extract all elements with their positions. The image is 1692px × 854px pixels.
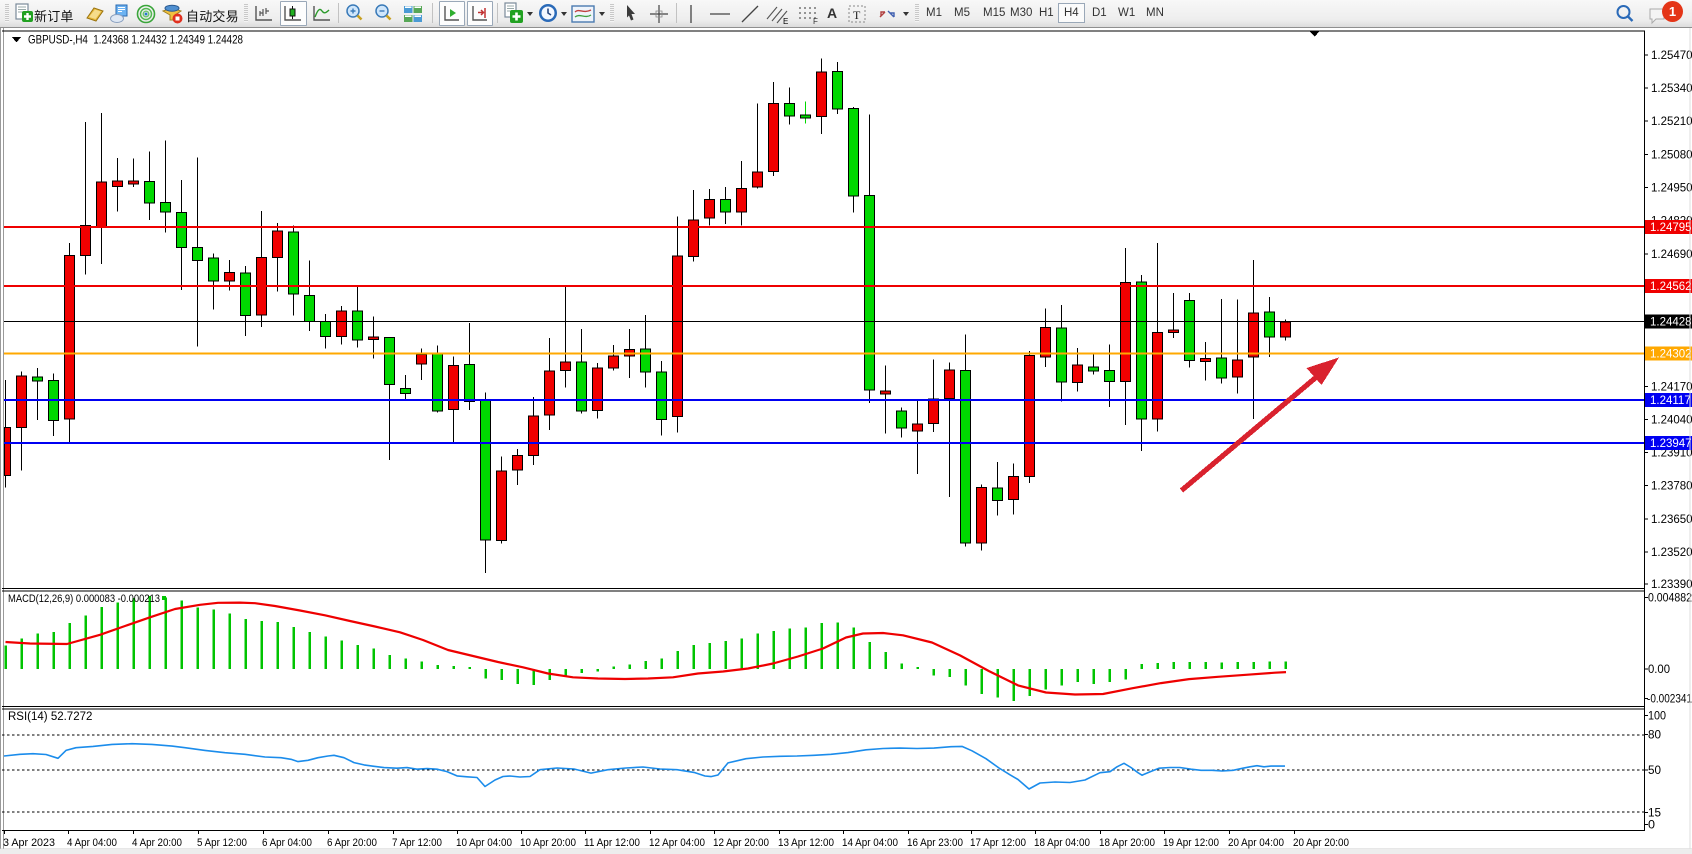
svg-text:GBPUSD-,H4 1.24368 1.24432 1.: GBPUSD-,H4 1.24368 1.24432 1.24349 1.244… (28, 33, 243, 47)
svg-text:E: E (783, 17, 788, 25)
svg-text:1.23947: 1.23947 (1650, 438, 1692, 450)
svg-text:12 Apr 04:00: 12 Apr 04:00 (649, 837, 705, 849)
svg-text:1.25210: 1.25210 (1651, 116, 1692, 128)
svg-text:4 Apr 04:00: 4 Apr 04:00 (67, 837, 117, 849)
svg-text:1.24170: 1.24170 (1651, 381, 1692, 393)
svg-text:1.24117: 1.24117 (1650, 395, 1691, 407)
svg-text:1.23650: 1.23650 (1651, 514, 1692, 526)
svg-text:1.24562: 1.24562 (1650, 281, 1692, 293)
svg-text:0.004882: 0.004882 (1648, 593, 1692, 605)
svg-text:1.24040: 1.24040 (1651, 414, 1692, 426)
svg-text:1.25080: 1.25080 (1651, 149, 1692, 161)
svg-text:17 Apr 12:00: 17 Apr 12:00 (970, 837, 1026, 849)
svg-text:0: 0 (1648, 820, 1655, 832)
svg-text:MACD(12,26,9) 0.000083 -0.0002: MACD(12,26,9) 0.000083 -0.000213 (8, 593, 160, 605)
svg-text:5 Apr 12:00: 5 Apr 12:00 (197, 837, 247, 849)
svg-text:F: F (813, 17, 818, 25)
svg-text:1.23780: 1.23780 (1651, 481, 1692, 493)
svg-text:1.24302: 1.24302 (1650, 348, 1692, 360)
svg-text:14 Apr 04:00: 14 Apr 04:00 (842, 837, 898, 849)
svg-text:-0.002341: -0.002341 (1647, 694, 1692, 706)
svg-text:1.23390: 1.23390 (1651, 579, 1692, 591)
svg-text:T: T (853, 8, 861, 22)
svg-text:1.23520: 1.23520 (1651, 547, 1692, 559)
svg-text:1.24795: 1.24795 (1650, 222, 1692, 234)
svg-text:3 Apr 2023: 3 Apr 2023 (3, 837, 55, 849)
svg-text:16 Apr 23:00: 16 Apr 23:00 (907, 837, 963, 849)
svg-text:4 Apr 20:00: 4 Apr 20:00 (132, 837, 182, 849)
svg-text:18 Apr 04:00: 18 Apr 04:00 (1034, 837, 1090, 849)
svg-text:7 Apr 12:00: 7 Apr 12:00 (392, 837, 442, 849)
svg-text:1.24950: 1.24950 (1651, 183, 1692, 195)
svg-text:1.25340: 1.25340 (1651, 83, 1692, 95)
svg-text:10 Apr 20:00: 10 Apr 20:00 (520, 837, 576, 849)
svg-text:RSI(14) 52.7272: RSI(14) 52.7272 (8, 711, 92, 723)
svg-text:6 Apr 04:00: 6 Apr 04:00 (262, 837, 312, 849)
svg-text:19 Apr 12:00: 19 Apr 12:00 (1163, 837, 1219, 849)
svg-text:0.00: 0.00 (1648, 664, 1670, 676)
svg-text:100: 100 (1648, 711, 1666, 723)
svg-text:1.23910: 1.23910 (1651, 448, 1692, 460)
svg-text:10 Apr 04:00: 10 Apr 04:00 (456, 837, 512, 849)
svg-text:6 Apr 20:00: 6 Apr 20:00 (327, 837, 377, 849)
svg-text:20 Apr 04:00: 20 Apr 04:00 (1228, 837, 1284, 849)
svg-text:20 Apr 20:00: 20 Apr 20:00 (1293, 837, 1349, 849)
svg-text:18 Apr 20:00: 18 Apr 20:00 (1099, 837, 1155, 849)
svg-text:80: 80 (1648, 730, 1661, 742)
svg-text:15: 15 (1648, 807, 1661, 819)
svg-text:50: 50 (1648, 765, 1661, 777)
svg-text:1.25470: 1.25470 (1651, 50, 1692, 62)
svg-text:11 Apr 12:00: 11 Apr 12:00 (584, 837, 640, 849)
svg-text:1.24428: 1.24428 (1650, 317, 1692, 329)
svg-text:13 Apr 12:00: 13 Apr 12:00 (778, 837, 834, 849)
svg-text:12 Apr 20:00: 12 Apr 20:00 (713, 837, 769, 849)
svg-text:1.24690: 1.24690 (1651, 249, 1692, 261)
